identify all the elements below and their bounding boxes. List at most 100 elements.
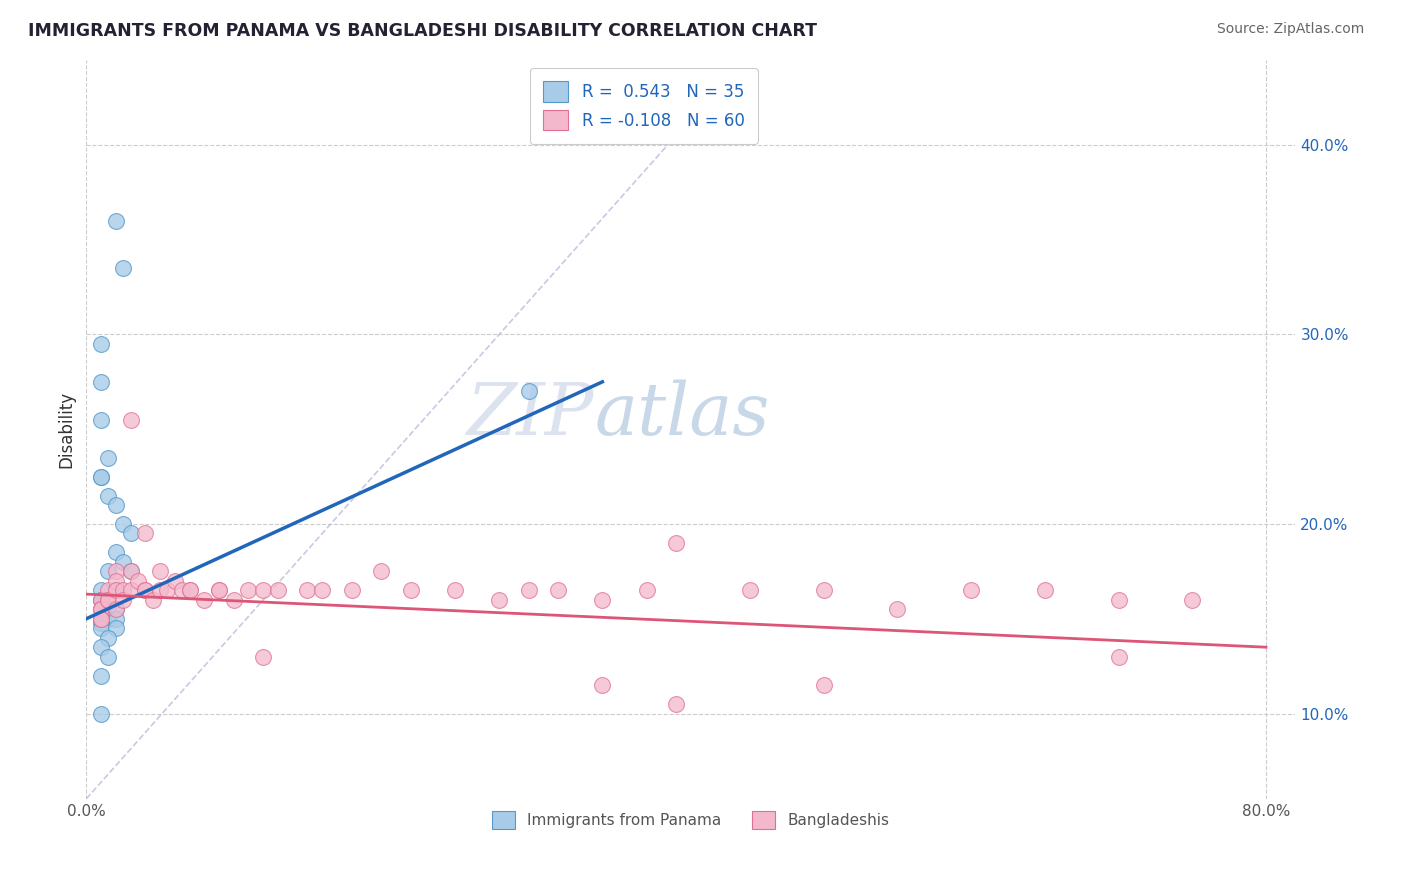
Point xyxy=(267,583,290,598)
Point xyxy=(90,469,112,483)
Point xyxy=(297,583,319,598)
Point xyxy=(252,649,274,664)
Point xyxy=(179,583,201,598)
Point xyxy=(97,649,120,664)
Point xyxy=(97,612,120,626)
Point xyxy=(112,555,135,569)
Point xyxy=(104,602,127,616)
Point xyxy=(97,565,120,579)
Point xyxy=(208,583,231,598)
Point xyxy=(90,413,112,427)
Point xyxy=(90,592,112,607)
Point xyxy=(517,583,540,598)
Point xyxy=(886,602,908,616)
Point xyxy=(90,602,112,616)
Point xyxy=(813,583,835,598)
Point xyxy=(591,592,613,607)
Point xyxy=(104,621,127,635)
Point xyxy=(120,413,142,427)
Point xyxy=(134,583,156,598)
Point xyxy=(90,612,112,626)
Point xyxy=(156,583,179,598)
Point xyxy=(104,583,127,598)
Point xyxy=(90,602,112,616)
Point xyxy=(340,583,363,598)
Point xyxy=(112,516,135,531)
Point xyxy=(120,583,142,598)
Point xyxy=(97,583,120,598)
Point xyxy=(112,583,135,598)
Point xyxy=(97,592,120,607)
Point xyxy=(738,583,761,598)
Text: ZIP: ZIP xyxy=(467,379,595,450)
Point xyxy=(104,565,127,579)
Point xyxy=(97,631,120,645)
Point xyxy=(90,592,112,607)
Point xyxy=(112,261,135,276)
Point xyxy=(311,583,333,598)
Point xyxy=(370,565,392,579)
Point xyxy=(104,498,127,512)
Point xyxy=(252,583,274,598)
Point xyxy=(444,583,467,598)
Point xyxy=(149,565,172,579)
Point xyxy=(90,469,112,483)
Point xyxy=(120,565,142,579)
Point xyxy=(149,583,172,598)
Point xyxy=(208,583,231,598)
Point xyxy=(134,526,156,541)
Point xyxy=(222,592,245,607)
Point xyxy=(238,583,260,598)
Point xyxy=(90,592,112,607)
Point xyxy=(127,574,149,588)
Point xyxy=(104,213,127,227)
Point xyxy=(813,678,835,692)
Point xyxy=(120,526,142,541)
Point xyxy=(1033,583,1056,598)
Point xyxy=(399,583,422,598)
Point xyxy=(97,602,120,616)
Point xyxy=(97,450,120,465)
Point xyxy=(960,583,983,598)
Point xyxy=(90,615,112,630)
Point xyxy=(179,583,201,598)
Point xyxy=(90,640,112,655)
Point xyxy=(172,583,194,598)
Point xyxy=(1181,592,1204,607)
Point xyxy=(104,583,127,598)
Point xyxy=(90,706,112,721)
Point xyxy=(104,545,127,559)
Text: IMMIGRANTS FROM PANAMA VS BANGLADESHI DISABILITY CORRELATION CHART: IMMIGRANTS FROM PANAMA VS BANGLADESHI DI… xyxy=(28,22,817,40)
Point xyxy=(1108,649,1130,664)
Point xyxy=(97,592,120,607)
Point xyxy=(90,375,112,389)
Legend: Immigrants from Panama, Bangladeshis: Immigrants from Panama, Bangladeshis xyxy=(486,805,896,836)
Point xyxy=(665,536,688,550)
Point xyxy=(97,489,120,503)
Text: Source: ZipAtlas.com: Source: ZipAtlas.com xyxy=(1216,22,1364,37)
Point xyxy=(636,583,658,598)
Point xyxy=(90,583,112,598)
Point xyxy=(90,602,112,616)
Point xyxy=(104,574,127,588)
Y-axis label: Disability: Disability xyxy=(58,391,75,467)
Point xyxy=(104,612,127,626)
Point xyxy=(547,583,569,598)
Text: atlas: atlas xyxy=(595,379,769,450)
Point xyxy=(134,583,156,598)
Point xyxy=(90,621,112,635)
Point xyxy=(517,384,540,399)
Point xyxy=(90,337,112,351)
Point xyxy=(142,592,165,607)
Point xyxy=(90,612,112,626)
Point xyxy=(193,592,215,607)
Point xyxy=(90,668,112,682)
Point xyxy=(488,592,510,607)
Point xyxy=(112,592,135,607)
Point xyxy=(163,574,186,588)
Point xyxy=(104,602,127,616)
Point xyxy=(1108,592,1130,607)
Point xyxy=(665,697,688,711)
Point xyxy=(120,565,142,579)
Point xyxy=(591,678,613,692)
